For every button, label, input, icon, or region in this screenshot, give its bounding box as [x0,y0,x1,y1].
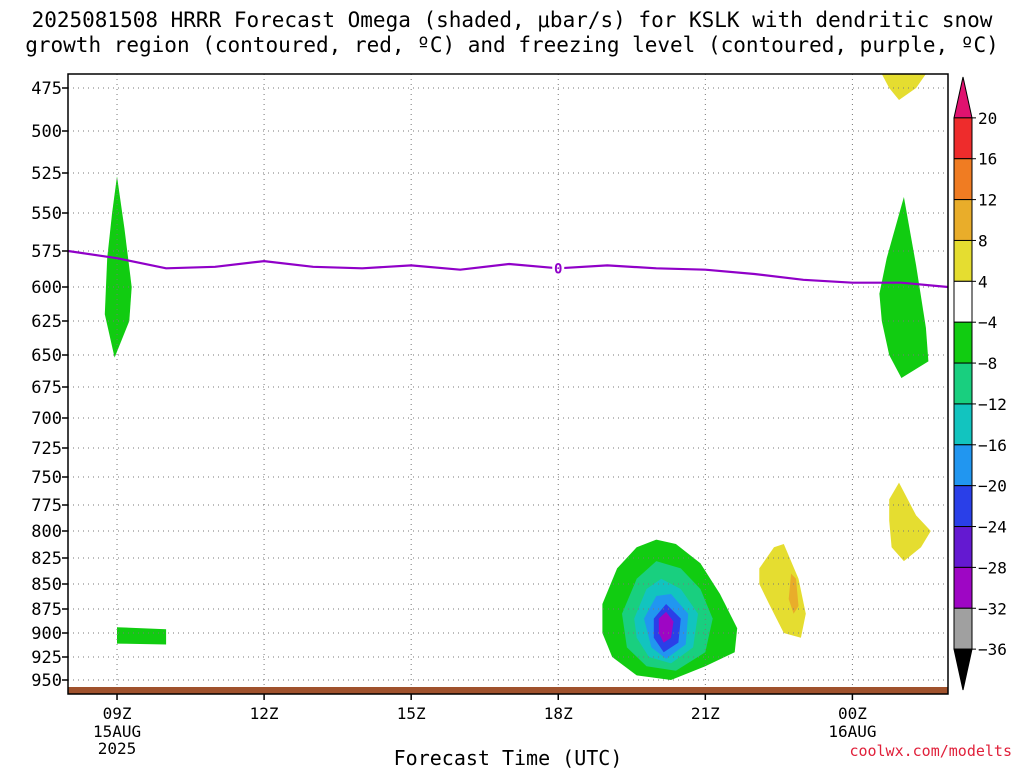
omega-region-yellow-22z [759,544,806,638]
y-tick-label: 900 [31,624,62,644]
y-tick-label: 500 [31,122,62,142]
colorbar-label: 4 [978,272,988,291]
x-tick-sublabel: 16AUG [828,722,876,741]
omega-region-green-09z [104,176,132,358]
y-tick-label: 575 [31,242,62,262]
y-tick-label: 725 [31,439,62,459]
credit-text: coolwx.com/modelts [849,742,1012,760]
y-tick-label: 675 [31,378,62,398]
y-tick-label: 700 [31,409,62,429]
colorbar-label: −36 [978,640,1007,659]
y-tick-label: 875 [31,600,62,620]
colorbar-segment [953,117,973,160]
x-axis-label: Forecast Time (UTC) [394,746,623,768]
y-tick-label: 775 [31,496,62,516]
colorbar-label: −8 [978,354,997,373]
y-tick-label: 625 [31,312,62,332]
y-tick-label: 850 [31,575,62,595]
y-tick-label: 925 [31,648,62,668]
y-tick-label: 525 [31,164,62,184]
y-tick-label: 550 [31,204,62,224]
title-line-1: 2025081508 HRRR Forecast Omega (shaded, … [31,8,993,32]
y-tick-label: 825 [31,549,62,569]
x-tick-label: 00Z [838,704,867,723]
x-tick-label: 12Z [250,704,279,723]
x-tick-sublabel: 2025 [98,739,137,758]
colorbar-segment [953,444,973,487]
colorbar-segment [953,321,973,364]
x-tick-label: 09Z [103,704,132,723]
terrain-strip [68,687,948,694]
plot-frame [67,73,949,695]
y-tick-label: 475 [31,79,62,99]
colorbar-label: 12 [978,191,997,210]
colorbar-top-arrow [953,76,973,119]
colorbar-segment [953,607,973,650]
x-tick-label: 15Z [397,704,426,723]
colorbar-segment [953,566,973,609]
colorbar-label: −16 [978,436,1007,455]
y-tick-label: 600 [31,278,62,298]
colorbar-segment [953,362,973,405]
colorbar-label: −4 [978,313,997,332]
colorbar-label: −20 [978,477,1007,496]
colorbar-segment [953,280,973,323]
title-line-2: growth region (contoured, red, ºC) and f… [25,33,999,57]
colorbar-bottom-arrow [953,648,973,691]
y-tick-label: 950 [31,671,62,691]
omega-region-yellow-00z [889,482,931,562]
omega-region-orange-22z [788,573,799,614]
x-tick-sublabel: 15AUG [93,722,141,741]
colorbar-segment [953,239,973,282]
colorbar-label: 20 [978,109,997,128]
colorbar-label: −12 [978,395,1007,414]
freezing-label-bg [552,259,565,276]
colorbar-segment [953,526,973,568]
omega-region-yellow-top-00z [881,74,926,100]
x-tick-label: 21Z [691,704,720,723]
y-tick-label: 650 [31,346,62,366]
colorbar-label: −24 [978,518,1007,537]
colorbar-segment [953,403,973,446]
omega-region-purple-20z [658,611,674,643]
omega-region-green-low-09z [117,627,167,645]
freezing-level-line [68,249,948,289]
freezing-level-label: 0 [554,261,562,277]
colorbar-label: −32 [978,599,1007,618]
colorbar-label: −28 [978,558,1007,577]
colorbar-segment [953,485,973,528]
colorbar-label: 8 [978,231,988,250]
y-tick-label: 800 [31,522,62,542]
y-tick-label: 750 [31,468,62,488]
colorbar-segment [953,158,973,201]
colorbar-label: 16 [978,150,997,169]
chart-title: 2025081508 HRRR Forecast Omega (shaded, … [0,8,1024,58]
x-tick-label: 18Z [544,704,573,723]
colorbar-segment [953,199,973,241]
